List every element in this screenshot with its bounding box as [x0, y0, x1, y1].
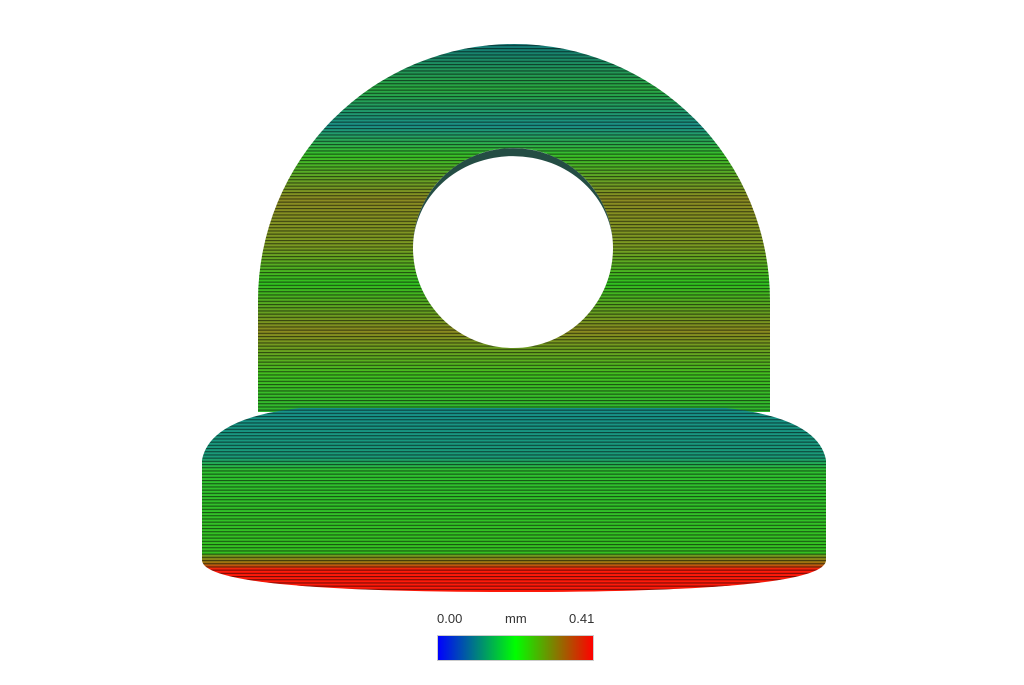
legend-unit-label: mm [505, 611, 527, 626]
legend-max-label: 0.41 [569, 611, 595, 626]
color-scale-bar [437, 635, 594, 661]
model-arch [258, 43, 770, 413]
model-base [202, 408, 826, 592]
legend-min-label: 0.00 [437, 611, 463, 626]
